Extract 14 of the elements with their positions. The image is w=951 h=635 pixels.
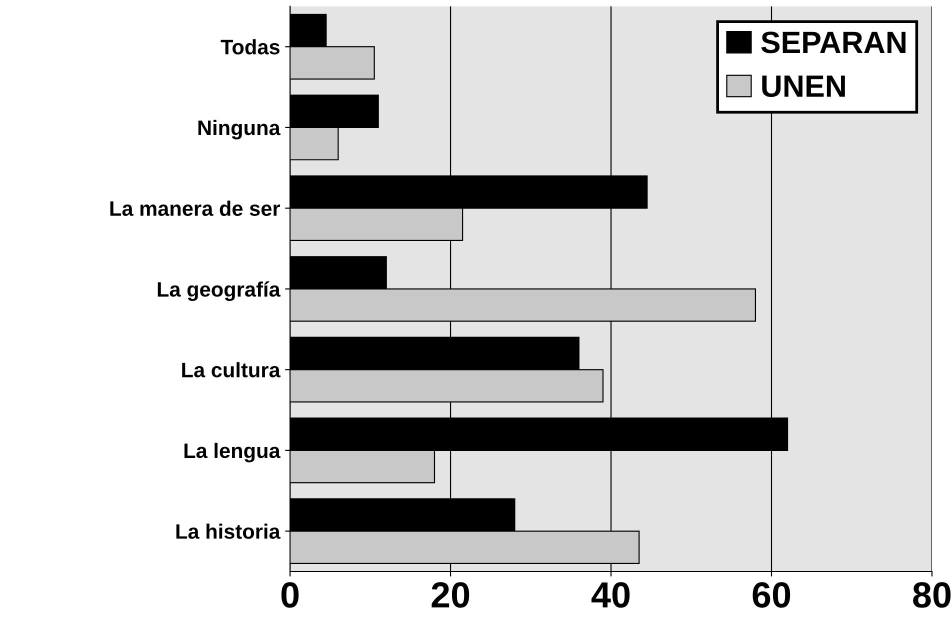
y-tick-label: La manera de ser bbox=[110, 200, 280, 216]
x-tick-label: 60 bbox=[752, 582, 790, 608]
legend-label: SEPARAN bbox=[761, 32, 906, 54]
x-tick-label: 20 bbox=[432, 582, 470, 608]
y-tick-label: La cultura bbox=[182, 362, 280, 378]
y-tick-label: La historia bbox=[176, 524, 280, 539]
y-tick-label: Todas bbox=[220, 39, 280, 54]
x-tick-label: 0 bbox=[281, 582, 299, 608]
x-tick-label: 40 bbox=[591, 582, 630, 608]
legend-label: UNEN bbox=[762, 76, 845, 97]
x-tick-label: 80 bbox=[913, 582, 951, 608]
y-tick-label: La lengua bbox=[184, 442, 280, 462]
y-tick-label: La geografía bbox=[158, 281, 280, 301]
y-tick-label: Ninguna bbox=[198, 120, 280, 140]
